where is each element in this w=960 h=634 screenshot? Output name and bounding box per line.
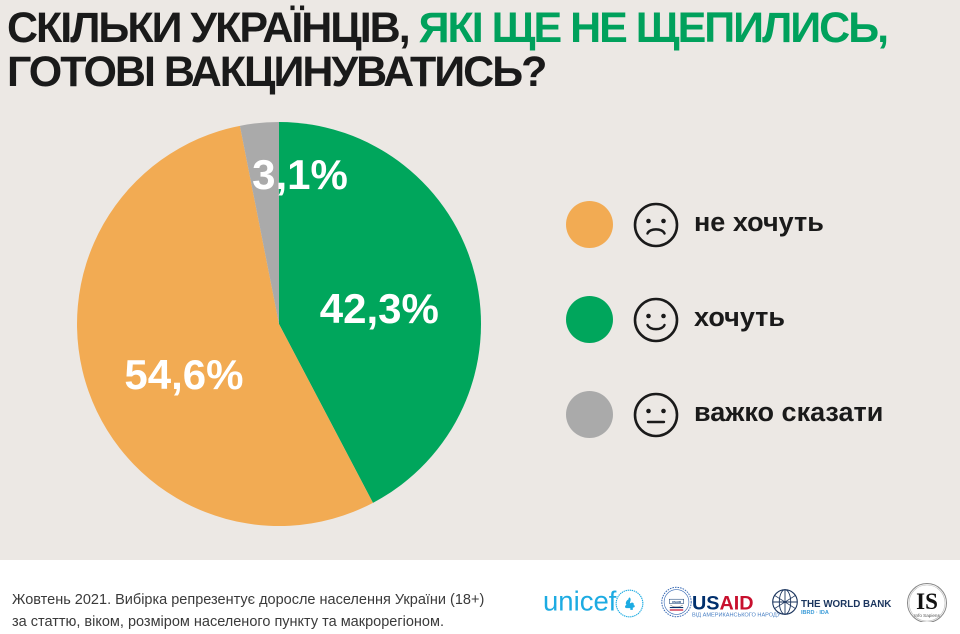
svg-text:42,3%: 42,3% <box>320 285 439 332</box>
svg-text:IS: IS <box>916 589 938 614</box>
svg-text:unicef: unicef <box>543 586 617 617</box>
svg-text:USAID: USAID <box>672 600 682 604</box>
svg-text:54,6%: 54,6% <box>124 351 243 398</box>
svg-text:IBRD · IDA: IBRD · IDA <box>801 610 829 616</box>
svg-text:ВІД АМЕРИКАНСЬКОГО НАРОДУ: ВІД АМЕРИКАНСЬКОГО НАРОДУ <box>692 613 781 619</box>
svg-text:USAID: USAID <box>692 593 754 615</box>
svg-text:3,1%: 3,1% <box>252 151 348 198</box>
svg-text:THE WORLD BANK: THE WORLD BANK <box>801 599 891 610</box>
svg-text:Info Sapiens: Info Sapiens <box>914 613 940 618</box>
